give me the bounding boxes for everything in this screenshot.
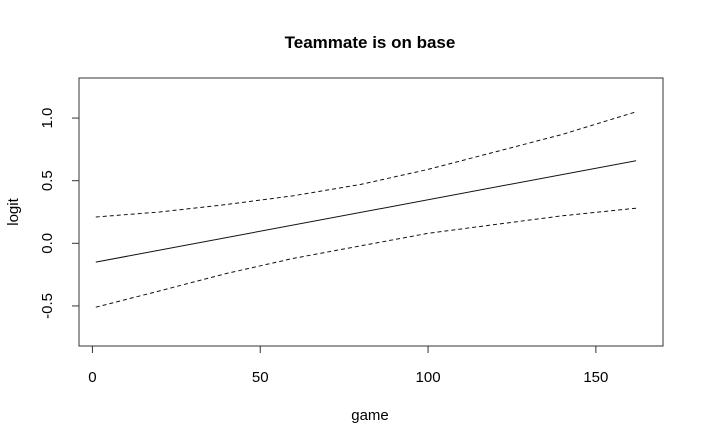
y-axis-label: logit bbox=[5, 197, 22, 225]
y-tick-label: -0.5 bbox=[39, 293, 56, 319]
upper-bound-line bbox=[95, 111, 637, 218]
x-axis: 0 50 100 150 bbox=[88, 345, 608, 386]
fit-line bbox=[95, 160, 637, 263]
x-tick-label: 50 bbox=[252, 369, 269, 386]
series-layer bbox=[95, 111, 637, 308]
y-tick-label: 1.0 bbox=[39, 108, 56, 129]
x-tick-label: 0 bbox=[88, 369, 96, 386]
x-tick-label: 100 bbox=[416, 369, 441, 386]
x-axis-label: game bbox=[351, 407, 389, 424]
y-axis: -0.5 0.0 0.5 1.0 bbox=[39, 108, 80, 319]
x-tick-label: 150 bbox=[583, 369, 608, 386]
lower-bound-line bbox=[95, 207, 637, 308]
chart-title: Teammate is on base bbox=[285, 33, 456, 52]
plot-frame bbox=[78, 77, 664, 347]
y-tick-label: 0.0 bbox=[39, 233, 56, 254]
y-tick-label: 0.5 bbox=[39, 170, 56, 191]
